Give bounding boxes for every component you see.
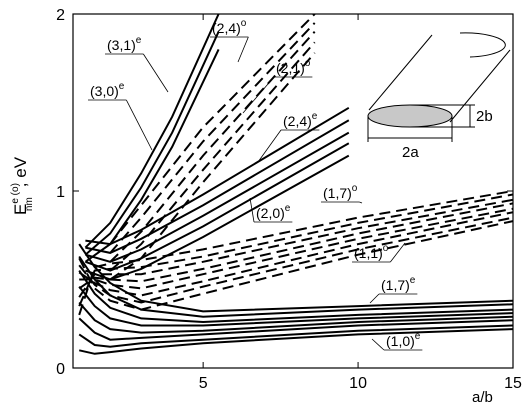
solid-curve — [85, 106, 350, 246]
dashed-curve — [78, 216, 513, 304]
annotation: (3,0)e — [90, 81, 125, 99]
inset-top-ellipse — [459, 32, 506, 58]
solid-curve — [78, 243, 513, 313]
annotation-sup: o — [241, 18, 247, 29]
annotation-sup: e — [312, 111, 318, 122]
inset-edge — [368, 34, 433, 111]
annotation-text: (2,1) — [276, 60, 305, 76]
x-tick-label: 15 — [504, 375, 522, 392]
annotation-text: (1,7) — [381, 277, 410, 293]
annotation-sup: o — [352, 183, 358, 194]
dashed-curve — [109, 31, 316, 263]
y-label-sub: nm — [24, 197, 35, 211]
annotation-leader — [257, 129, 282, 163]
annotation-text: (2,0) — [256, 205, 285, 221]
annotation: (1,7)o — [323, 183, 358, 201]
annotation: (3,1)e — [107, 35, 142, 53]
dashed-curve — [78, 211, 513, 297]
annotation: (1,0)e — [386, 331, 421, 349]
dashed-curve — [109, 41, 316, 272]
inset-height-label: 2b — [476, 108, 493, 125]
annotation-leader — [371, 338, 385, 351]
annotation-sup: o — [383, 243, 389, 254]
x-axis-label: a/b — [472, 389, 493, 406]
annotation-leader — [369, 293, 380, 304]
annotation-leader — [390, 242, 406, 263]
y-tick-label: 2 — [56, 7, 65, 24]
y-label-sup: e (o) — [10, 183, 21, 204]
solid-curve — [78, 270, 513, 324]
annotation: (2,4)o — [212, 18, 247, 36]
solid-curve — [78, 301, 513, 334]
annotation-leader — [359, 201, 363, 204]
y-label-unit: , eV — [11, 156, 30, 187]
y-tick-label: 1 — [56, 184, 65, 201]
annotation: (2,1)o — [276, 58, 311, 76]
annotation-leader — [126, 99, 153, 151]
annotation-sup: e — [285, 203, 291, 214]
plot — [78, 14, 513, 355]
solid-curve — [85, 131, 350, 263]
annotation-leader — [249, 197, 255, 223]
annotation: (2,0)e — [256, 203, 291, 221]
annotation-sup: e — [119, 81, 125, 92]
inset-width-label: 2a — [402, 144, 419, 161]
annotation-leader — [143, 53, 169, 93]
annotation-leader — [237, 36, 249, 63]
annotation-text: (1,7) — [323, 185, 352, 201]
dashed-curve — [78, 220, 513, 311]
annotation-sup: o — [305, 58, 311, 69]
annotation: (2,4)e — [283, 111, 318, 129]
solid-curve — [78, 328, 513, 355]
annotation: (1,1)o — [354, 243, 389, 261]
dashed-curve — [109, 14, 316, 245]
solid-curve — [84, 14, 220, 249]
inset-edge — [449, 49, 511, 123]
dashed-curve — [109, 52, 316, 281]
annotation-sup: e — [410, 275, 416, 286]
dashed-curve — [109, 22, 316, 254]
x-tick-label: 5 — [199, 375, 208, 392]
dashed-curve — [78, 193, 513, 307]
dashed-curve — [78, 202, 513, 290]
annotation-text: (1,1) — [354, 245, 383, 261]
annotation-leader — [242, 76, 275, 114]
annotation-text: (2,4) — [212, 20, 241, 36]
annotation-text: (3,0) — [90, 83, 119, 99]
annotation: (1,7)e — [381, 275, 416, 293]
solid-curve — [84, 48, 220, 263]
inset-ellipse — [367, 104, 453, 128]
y-axis-label: Ee (o)nm , eV — [10, 156, 35, 215]
solid-curve — [84, 31, 220, 256]
annotation-text: (3,1) — [107, 37, 136, 53]
inset — [367, 32, 511, 142]
annotation-text: (1,0) — [386, 333, 415, 349]
annotation-sup: e — [136, 35, 142, 46]
annotation-text: (2,4) — [283, 113, 312, 129]
y-tick-label: 0 — [56, 361, 65, 378]
solid-curve — [78, 324, 513, 348]
solid-curve — [78, 317, 513, 341]
y-label-symbol: E — [11, 204, 30, 215]
solid-curve — [78, 285, 513, 327]
x-tick-label: 10 — [349, 375, 367, 392]
annotation-sup: e — [415, 331, 421, 342]
